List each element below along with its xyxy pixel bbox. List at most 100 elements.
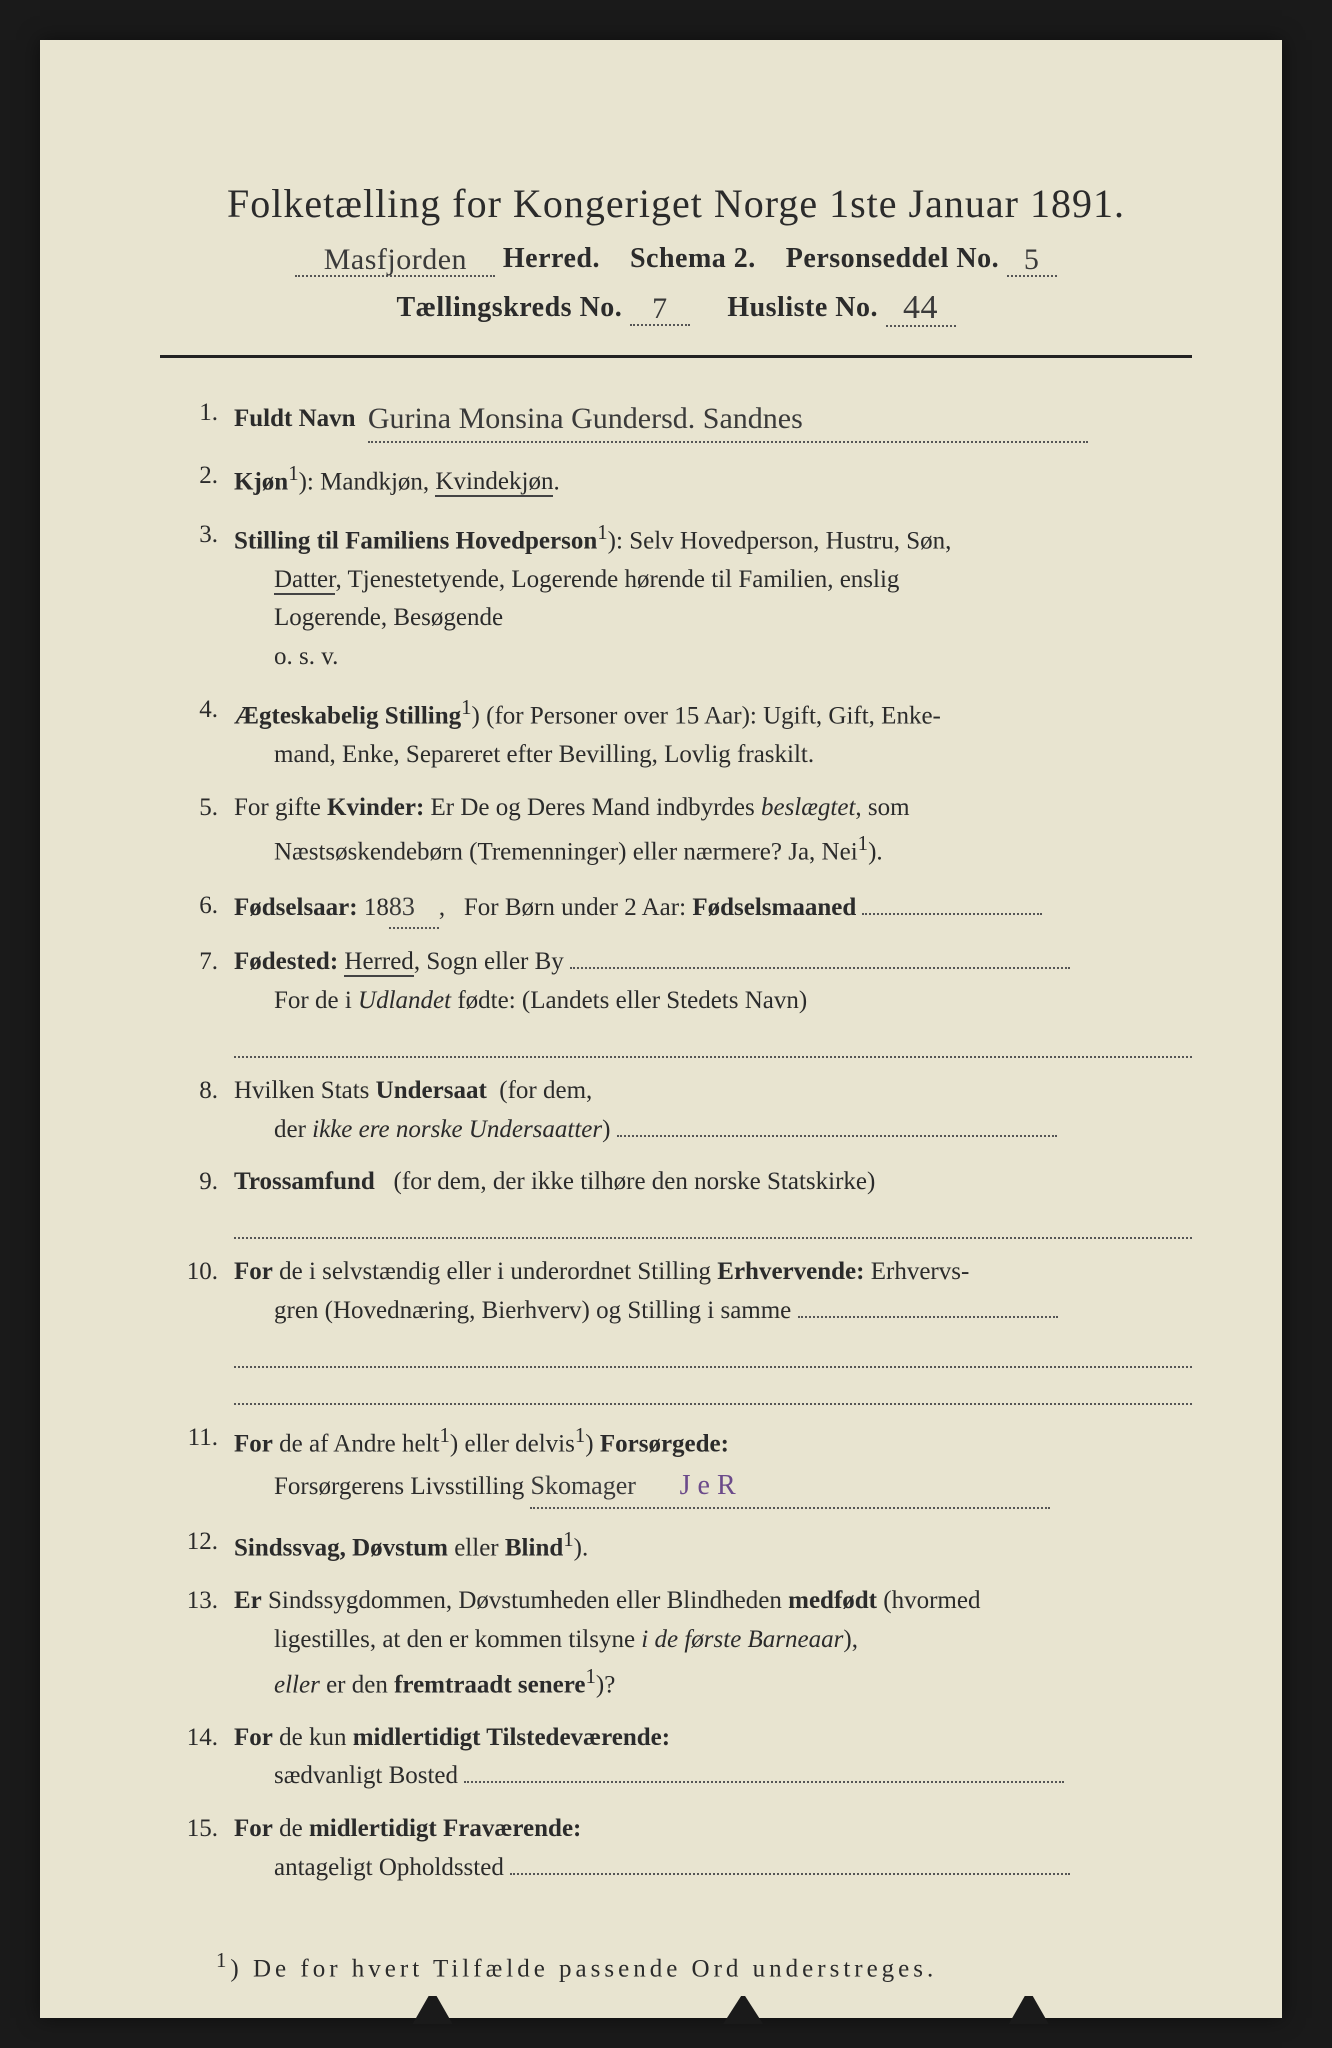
text1: de i selvstændig eller i underordnet Sti… — [273, 1258, 717, 1285]
line2: mand, Enke, Separeret efter Bevilling, L… — [234, 736, 1192, 775]
label-stilling: Stilling til Familiens Hovedperson — [234, 527, 597, 554]
husliste-label: Husliste No. — [727, 292, 878, 323]
main-title: Folketælling for Kongeriget Norge 1ste J… — [160, 180, 1192, 227]
footnote-ref: 1 — [858, 831, 868, 855]
text1b: , som — [855, 794, 909, 821]
label-fodselsmaaned: Fødselsmaaned — [692, 894, 856, 921]
item-num: 4. — [160, 691, 234, 775]
label-fuldt-navn: Fuldt Navn — [234, 405, 356, 432]
label-kvinder: Kvinder: — [327, 794, 424, 821]
item-12: 12. Sindssvag, Døvstum eller Blind1). — [160, 1523, 1192, 1568]
footnote-marker: 1 — [216, 1948, 230, 1972]
label-erhvervende: Erhvervende: — [717, 1258, 864, 1285]
item-num: 1. — [160, 394, 234, 443]
l2b: fødte: (Landets eller Stedets Navn) — [451, 987, 807, 1014]
text1: de — [273, 1815, 309, 1842]
blank-line — [234, 1021, 1192, 1058]
blank-line — [234, 1331, 1192, 1368]
item-num: 11. — [160, 1419, 234, 1509]
line2-label: Forsørgerens Livsstilling — [274, 1473, 524, 1500]
item-body: Sindssvag, Døvstum eller Blind1). — [234, 1523, 1192, 1568]
rest: , Sogn eller By — [414, 948, 564, 975]
label-fodselsaar: Fødselsaar: — [234, 894, 358, 921]
footnote: 1) De for hvert Tilfælde passende Ord un… — [160, 1948, 1192, 1983]
item-num: 14. — [160, 1719, 234, 1797]
label-er: Er — [234, 1587, 262, 1614]
lead: For gifte — [234, 794, 327, 821]
footnote-ref: 1 — [288, 461, 298, 485]
item-14: 14. For de kun midlertidigt Tilstedevære… — [160, 1719, 1192, 1797]
item-body: Fødselsaar: 1883, For Børn under 2 Aar: … — [234, 887, 1192, 930]
em-forste-barneaar: i de første Barneaar — [641, 1626, 843, 1653]
page-tear-icon — [1009, 1996, 1049, 2024]
herred-handwritten: Masfjorden — [324, 243, 467, 277]
footnote-ref: 1 — [563, 1527, 573, 1551]
text2: Erhvervs- — [864, 1258, 969, 1285]
kreds-label: Tællingskreds No. — [396, 292, 622, 323]
item-13: 13. Er Sindssygdommen, Døvstumheden elle… — [160, 1582, 1192, 1705]
husliste-no-handwritten: 44 — [903, 289, 938, 327]
tail: . — [553, 468, 559, 495]
item-body: Er Sindssygdommen, Døvstumheden eller Bl… — [234, 1582, 1192, 1705]
em-eller: eller — [274, 1671, 320, 1698]
lead: Hvilken Stats — [234, 1077, 376, 1104]
header-row-1: Masfjorden Herred. Schema 2. Personsedde… — [160, 241, 1192, 277]
tail: ). — [574, 1534, 589, 1561]
item-body: Trossamfund (for dem, der ikke tilhøre d… — [234, 1163, 1192, 1239]
selected-datter: Datter — [274, 566, 335, 595]
item-4: 4. Ægteskabelig Stilling1) (for Personer… — [160, 691, 1192, 775]
label-forsorgede: Forsørgede: — [600, 1430, 729, 1457]
name-handwritten: Gurina Monsina Gundersd. Sandnes — [368, 396, 803, 443]
item-num: 13. — [160, 1582, 234, 1705]
text1: Er De og Deres Mand indbyrdes — [431, 794, 761, 821]
opts: Ugift, Gift, Enke- — [763, 702, 941, 729]
label-blind: Blind — [505, 1534, 563, 1561]
text1: de af Andre helt — [273, 1430, 440, 1457]
text2: ) eller delvis — [450, 1430, 575, 1457]
blank-line — [234, 1202, 1192, 1239]
paren-text: (for Personer over 15 Aar): — [486, 702, 757, 729]
item-10: 10. For de i selvstændig eller i underor… — [160, 1253, 1192, 1405]
l2b: ) — [602, 1116, 610, 1143]
text: eller — [448, 1534, 505, 1561]
herred-label: Herred. — [503, 243, 600, 274]
blank-line — [234, 1368, 1192, 1405]
label-aegteskab: Ægteskabelig Stilling — [234, 702, 461, 729]
page-tear-icon — [413, 1996, 453, 2024]
footnote-ref: 1 — [461, 695, 471, 719]
tail: ). — [868, 839, 883, 866]
item-num: 3. — [160, 516, 234, 677]
label-undersaat: Undersaat — [376, 1077, 487, 1104]
item-num: 10. — [160, 1253, 234, 1405]
item-5: 5. For gifte Kvinder: Er De og Deres Man… — [160, 789, 1192, 873]
header-block: Folketælling for Kongeriget Norge 1ste J… — [160, 180, 1192, 327]
item-num: 8. — [160, 1072, 234, 1150]
bold-fravaerende: midlertidigt Fraværende: — [309, 1815, 581, 1842]
personseddel-no-handwritten: 5 — [1024, 243, 1040, 277]
label-for: For — [234, 1430, 273, 1457]
item-num: 2. — [160, 457, 234, 502]
label-for: For — [234, 1258, 273, 1285]
footnote-ref: 1 — [585, 1664, 595, 1688]
item-num: 6. — [160, 887, 234, 930]
year-handwritten: 83 — [389, 892, 415, 921]
em-ikke-norske: ikke ere norske Undersaatter — [312, 1116, 602, 1143]
item-11: 11. For de af Andre helt1) eller delvis1… — [160, 1419, 1192, 1509]
bold-medfodt: medfødt — [788, 1587, 877, 1614]
text: (for dem, der ikke tilhøre den norske St… — [394, 1168, 876, 1195]
annotation-handwritten-purple: J e R — [680, 1470, 736, 1501]
opts-line3: Logerende, Besøgende — [234, 599, 1192, 638]
footnote-ref: 1 — [575, 1423, 585, 1447]
label-kjon: Kjøn — [234, 468, 288, 495]
item-body: Kjøn1): Mandkjøn, Kvindekjøn. — [234, 457, 1192, 502]
viewport: Folketælling for Kongeriget Norge 1ste J… — [0, 0, 1332, 2048]
item-15: 15. For de midlertidigt Fraværende: anta… — [160, 1810, 1192, 1888]
personseddel-label: Personseddel No. — [786, 243, 999, 274]
footnote-ref: 1 — [439, 1423, 449, 1447]
l2a: ligestilles, at den er kommen tilsyne — [274, 1626, 641, 1653]
l3a: er den — [320, 1671, 394, 1698]
selected-kvindekjon: Kvindekjøn — [435, 468, 553, 497]
item-7: 7. Fødested: Herred, Sogn eller By For d… — [160, 943, 1192, 1058]
year-prefix: 18 — [364, 894, 389, 921]
l2a: der — [274, 1116, 312, 1143]
